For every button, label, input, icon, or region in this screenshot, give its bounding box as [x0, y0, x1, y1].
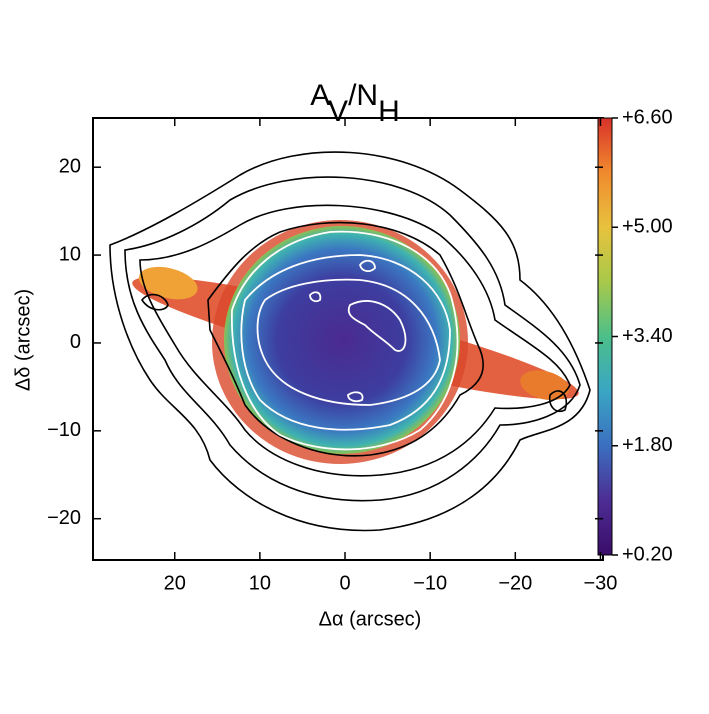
x-tick-label: −30 — [583, 572, 617, 594]
x-tick-label: −10 — [413, 572, 447, 594]
colorbar-tick-label: +0.20 — [622, 543, 673, 565]
white-contours — [231, 230, 459, 451]
y-tick-label: 0 — [70, 331, 81, 353]
colorbar-tick-label: +1.80 — [622, 434, 673, 456]
x-tick-label: 20 — [164, 572, 186, 594]
x-tick-label: 0 — [339, 572, 350, 594]
y-tick-label: 20 — [59, 155, 81, 177]
x-tick-label: −20 — [498, 572, 532, 594]
colorbar-tick-label: +3.40 — [622, 325, 673, 347]
core — [224, 226, 460, 454]
y-tick-label: −10 — [47, 419, 81, 441]
y-tick-label: −20 — [47, 507, 81, 529]
x-axis-label: Δα (arcsec) — [319, 608, 422, 630]
title-part: H — [378, 95, 400, 128]
colorbar-tick-label: +6.60 — [622, 106, 673, 128]
title-part: /N — [348, 79, 378, 112]
title-part: V — [328, 95, 348, 128]
map-image — [109, 151, 591, 532]
colorbar — [597, 117, 613, 556]
y-axis-label: Δδ (arcsec) — [12, 289, 34, 391]
x-tick-label: 10 — [249, 572, 271, 594]
colorbar-tick-label: +5.00 — [622, 216, 673, 238]
black-contours — [109, 151, 591, 532]
y-tick-label: 10 — [59, 243, 81, 265]
chart-title: AV/NH — [310, 79, 399, 129]
title-part: A — [310, 79, 330, 112]
